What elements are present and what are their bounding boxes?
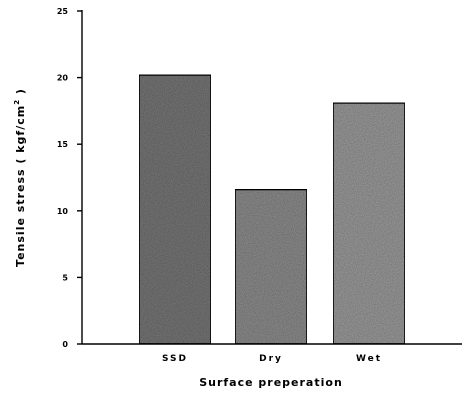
y-tick-label: 20 <box>57 74 69 83</box>
bars-group <box>138 74 406 345</box>
y-axis-title-tail: ) <box>14 88 27 99</box>
y-tick-label: 5 <box>62 273 68 282</box>
x-tick-label: Dry <box>259 354 283 364</box>
y-axis-ticks: 0 5 10 15 20 25 <box>57 7 82 349</box>
y-axis-title-main: Tensile stress ( kgf/cm <box>14 105 27 267</box>
y-axis-title: Tensile stress ( kgf/cm2 ) <box>13 88 27 267</box>
bar-ssd <box>138 74 212 345</box>
y-tick-label: 10 <box>57 207 69 216</box>
bar-dry <box>234 188 308 345</box>
y-tick-label: 15 <box>57 140 69 149</box>
x-axis-labels: SSD Dry Wet <box>162 354 382 364</box>
x-axis-title: Surface preperation <box>199 376 343 389</box>
x-tick-label: Wet <box>356 354 382 364</box>
y-tick-label: 25 <box>57 7 69 16</box>
x-tick-label: SSD <box>162 354 188 364</box>
y-axis-title-superscript: 2 <box>13 99 21 105</box>
bar-wet <box>332 102 406 345</box>
y-tick-label: 0 <box>62 340 68 349</box>
